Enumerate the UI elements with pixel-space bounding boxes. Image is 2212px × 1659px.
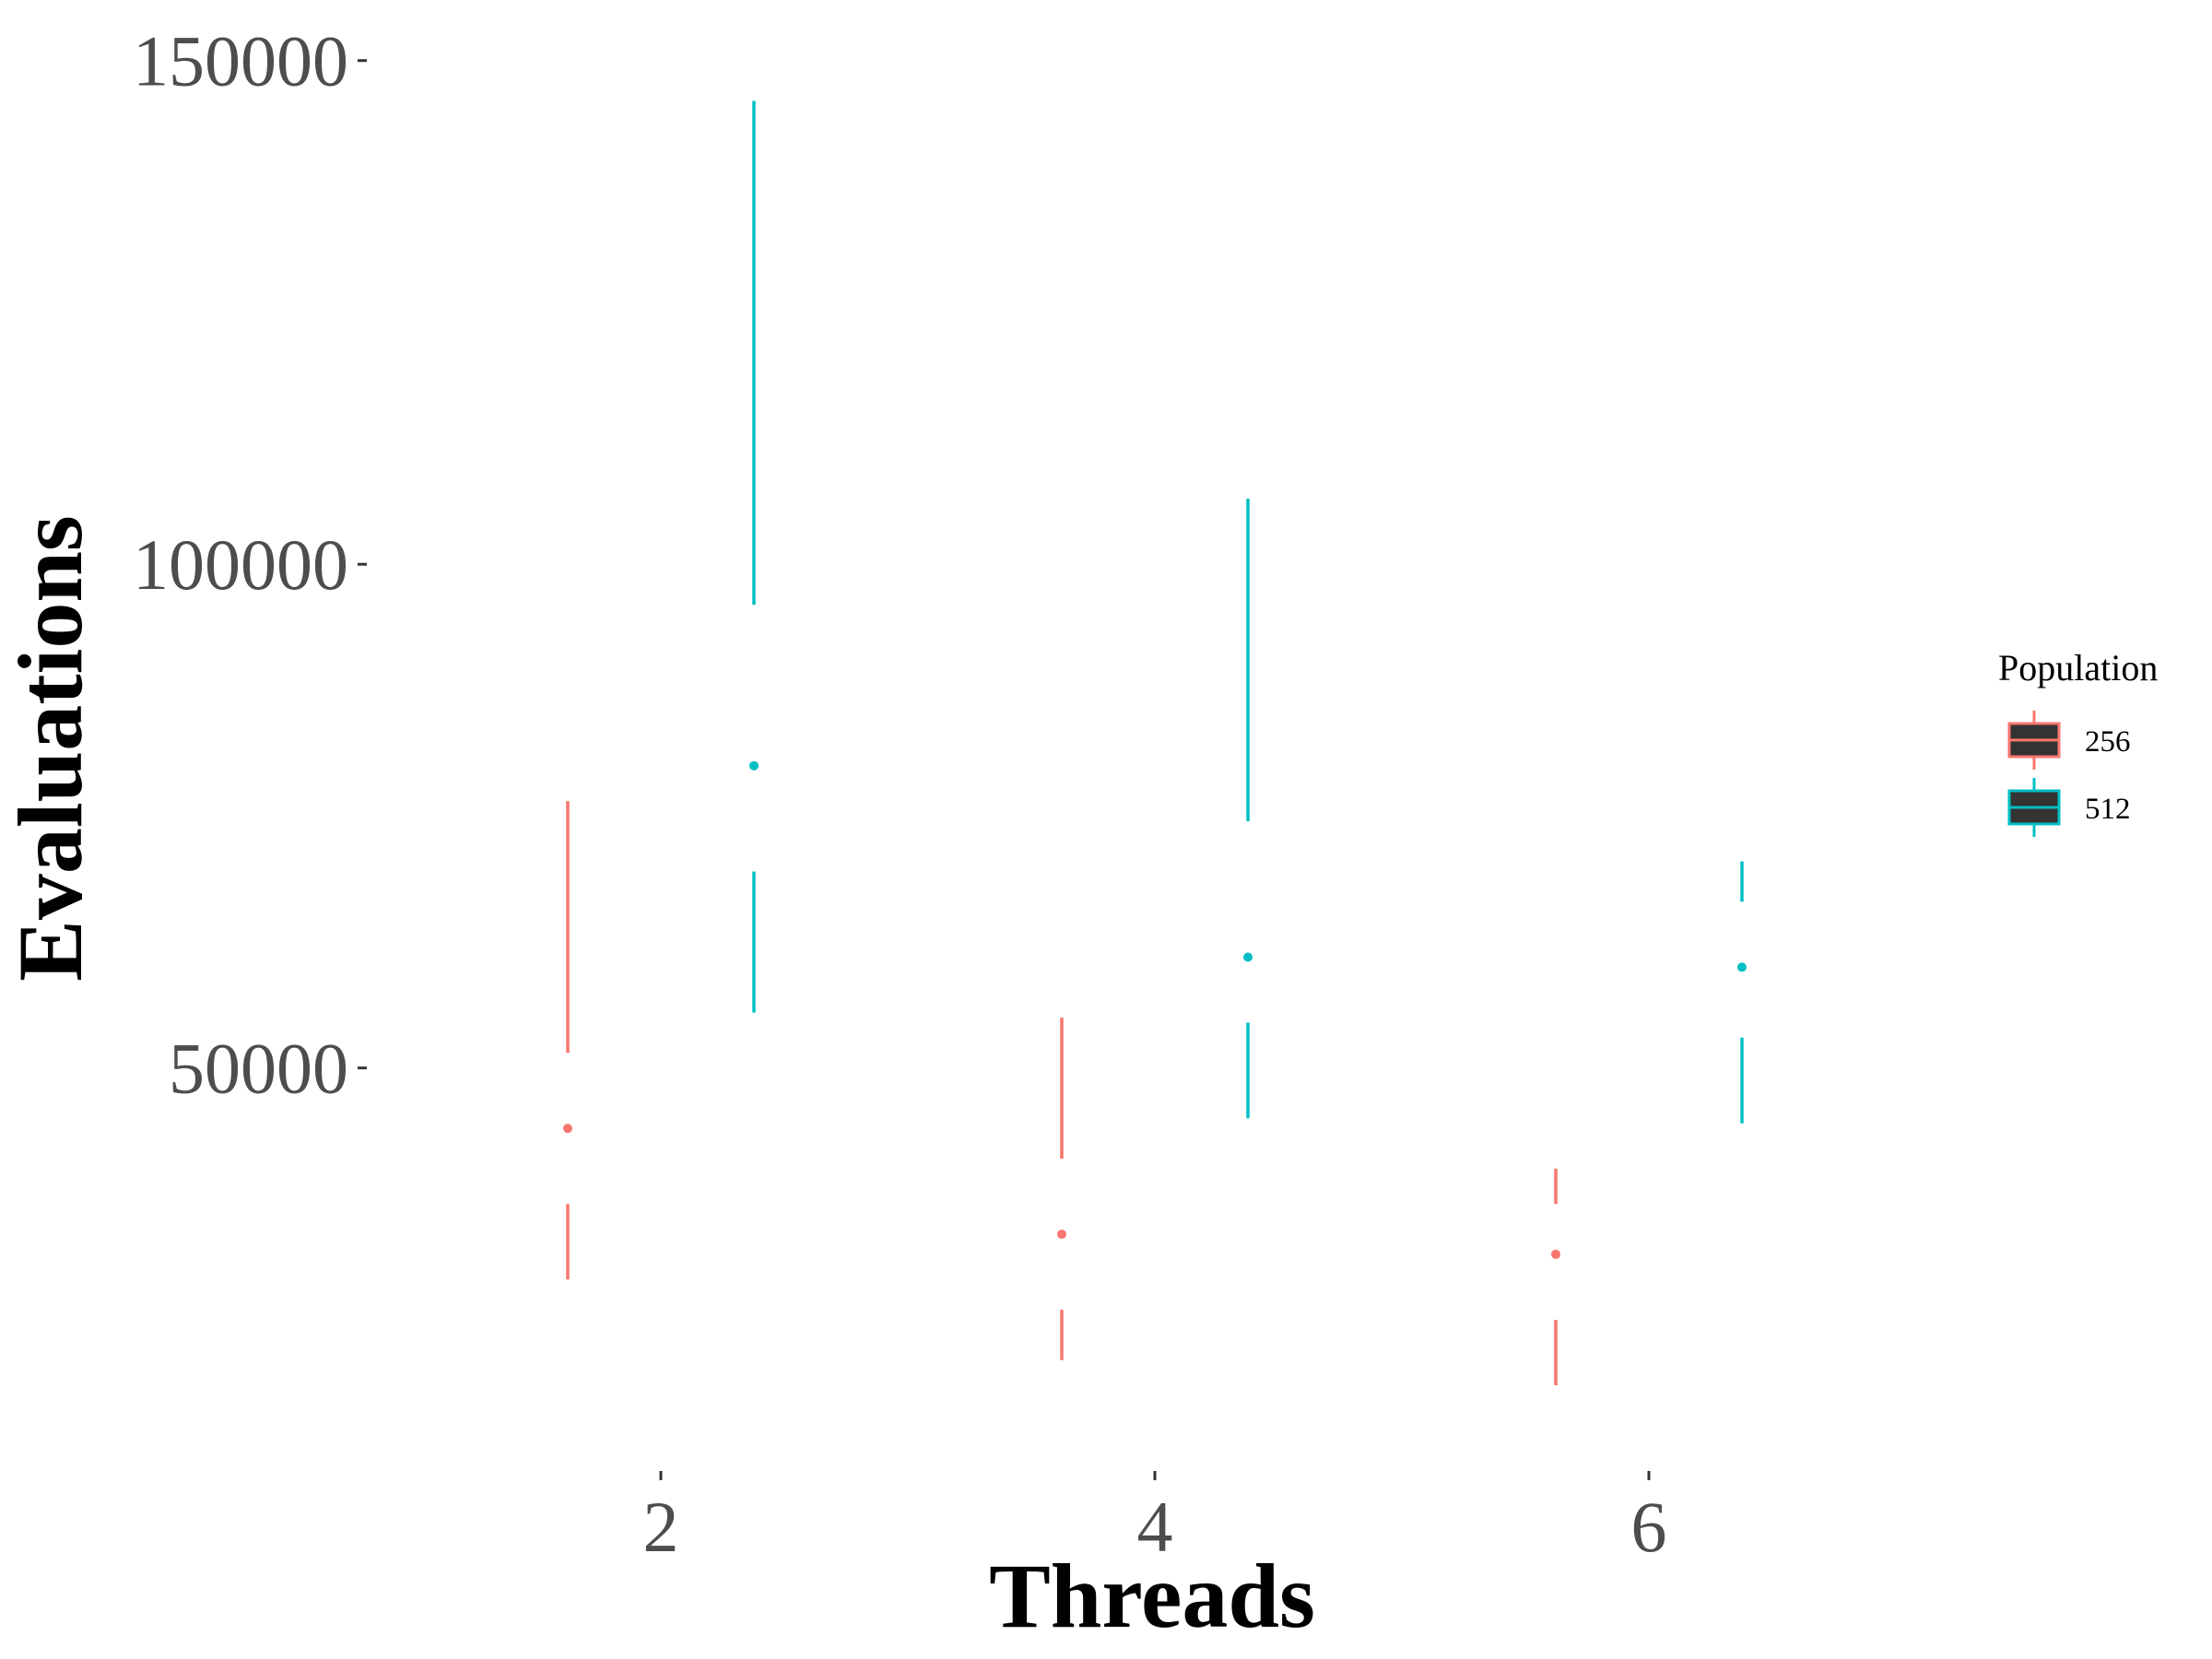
legend-keys: 256 512 (2007, 711, 2131, 837)
plot-marks (563, 100, 1747, 1386)
median-point (1737, 962, 1747, 972)
y-tick-label: 50000 (169, 1029, 348, 1109)
series-256 (563, 801, 1560, 1386)
median-point (563, 1124, 572, 1134)
legend-title: Population (1998, 647, 2158, 688)
y-axis-title: Evaluations (0, 515, 101, 982)
y-axis: 50000 100000 150000 (133, 21, 367, 1109)
legend-label: 256 (2085, 725, 2131, 759)
y-tick-label: 100000 (133, 524, 348, 605)
series-512 (749, 100, 1747, 1124)
legend-key-512: 512 (2007, 778, 2131, 837)
legend-key-256: 256 (2007, 711, 2131, 770)
x-axis-title: Threads (989, 1545, 1315, 1647)
x-axis: 2 4 6 (643, 1471, 1667, 1567)
x-tick-label: 2 (643, 1487, 679, 1567)
median-point (1551, 1249, 1560, 1259)
legend: Population 256 512 (1998, 647, 2158, 837)
median-point (1057, 1230, 1066, 1240)
x-tick-label: 6 (1631, 1487, 1667, 1567)
median-point (1243, 952, 1253, 962)
legend-label: 512 (2085, 793, 2131, 826)
x-tick-label: 4 (1137, 1487, 1173, 1567)
y-tick-label: 150000 (133, 21, 348, 101)
median-point (749, 760, 759, 771)
